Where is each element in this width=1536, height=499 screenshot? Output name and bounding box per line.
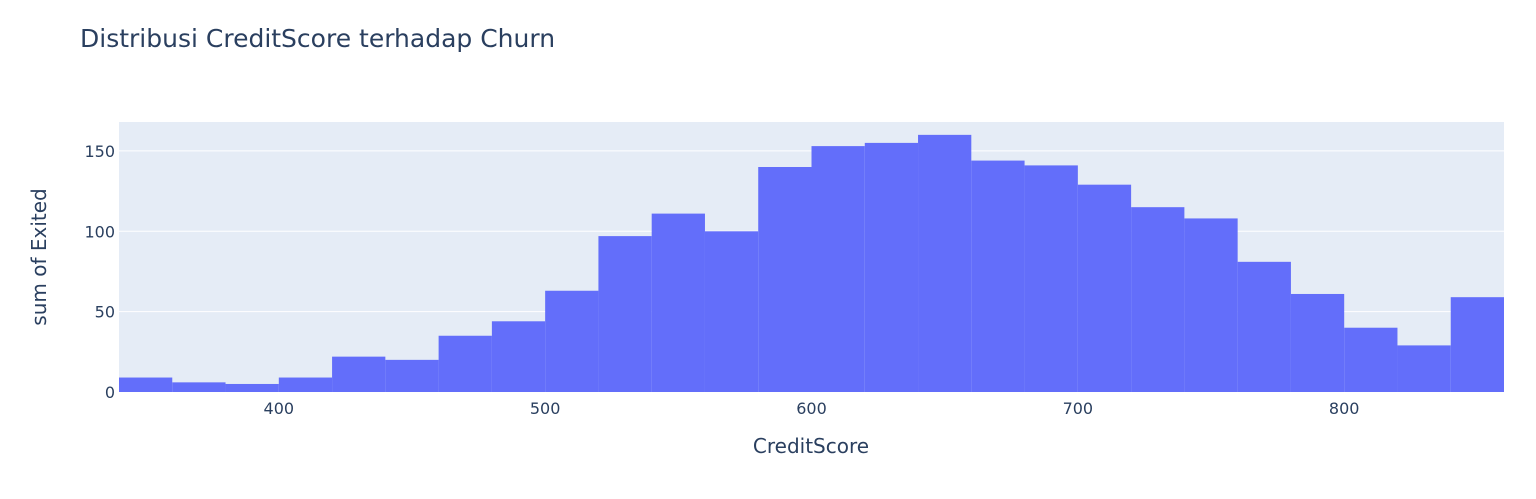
y-axis-label: sum of Exited	[27, 188, 51, 325]
histogram-bar	[1450, 297, 1504, 392]
histogram-bar	[438, 335, 492, 392]
histogram-bar	[1024, 165, 1078, 392]
histogram-bar	[491, 321, 546, 392]
histogram-bar	[332, 356, 386, 392]
histogram-bar	[225, 383, 279, 392]
histogram-bar	[1077, 184, 1132, 392]
x-tick-label: 400	[264, 399, 295, 418]
histogram-bar	[1131, 207, 1185, 392]
histogram-bar	[598, 236, 652, 392]
histogram-bar	[1290, 293, 1345, 392]
bars	[119, 134, 1504, 392]
histogram-bar	[119, 377, 173, 392]
y-tick-label: 150	[84, 142, 115, 161]
histogram-bar	[1344, 327, 1398, 392]
y-tick-label: 0	[105, 383, 115, 402]
histogram-bar	[918, 134, 972, 392]
histogram-bar	[811, 146, 865, 392]
histogram-bar	[1184, 218, 1238, 392]
histogram-bar	[172, 382, 226, 392]
y-tick-label: 50	[95, 303, 115, 322]
histogram-bar	[385, 359, 439, 392]
y-tick-label: 100	[84, 222, 115, 241]
x-tick-label: 500	[530, 399, 561, 418]
x-tick-label: 700	[1063, 399, 1094, 418]
y-tick-labels: 0 50 100 150	[84, 142, 115, 402]
histogram-bar	[864, 142, 919, 392]
histogram-bar	[971, 160, 1025, 392]
histogram-bar	[704, 231, 759, 392]
chart-title: Distribusi CreditScore terhadap Churn	[80, 24, 555, 53]
histogram-bar	[1237, 261, 1291, 392]
histogram-bar	[651, 213, 705, 392]
x-tick-labels: 400 500 600 700 800	[264, 399, 1360, 418]
histogram-bar	[758, 167, 812, 392]
x-axis-label: CreditScore	[753, 434, 869, 458]
x-tick-label: 800	[1329, 399, 1360, 418]
histogram-bar	[1397, 345, 1451, 392]
histogram-bar	[545, 290, 599, 392]
histogram-bar	[278, 377, 333, 392]
x-tick-label: 600	[796, 399, 827, 418]
